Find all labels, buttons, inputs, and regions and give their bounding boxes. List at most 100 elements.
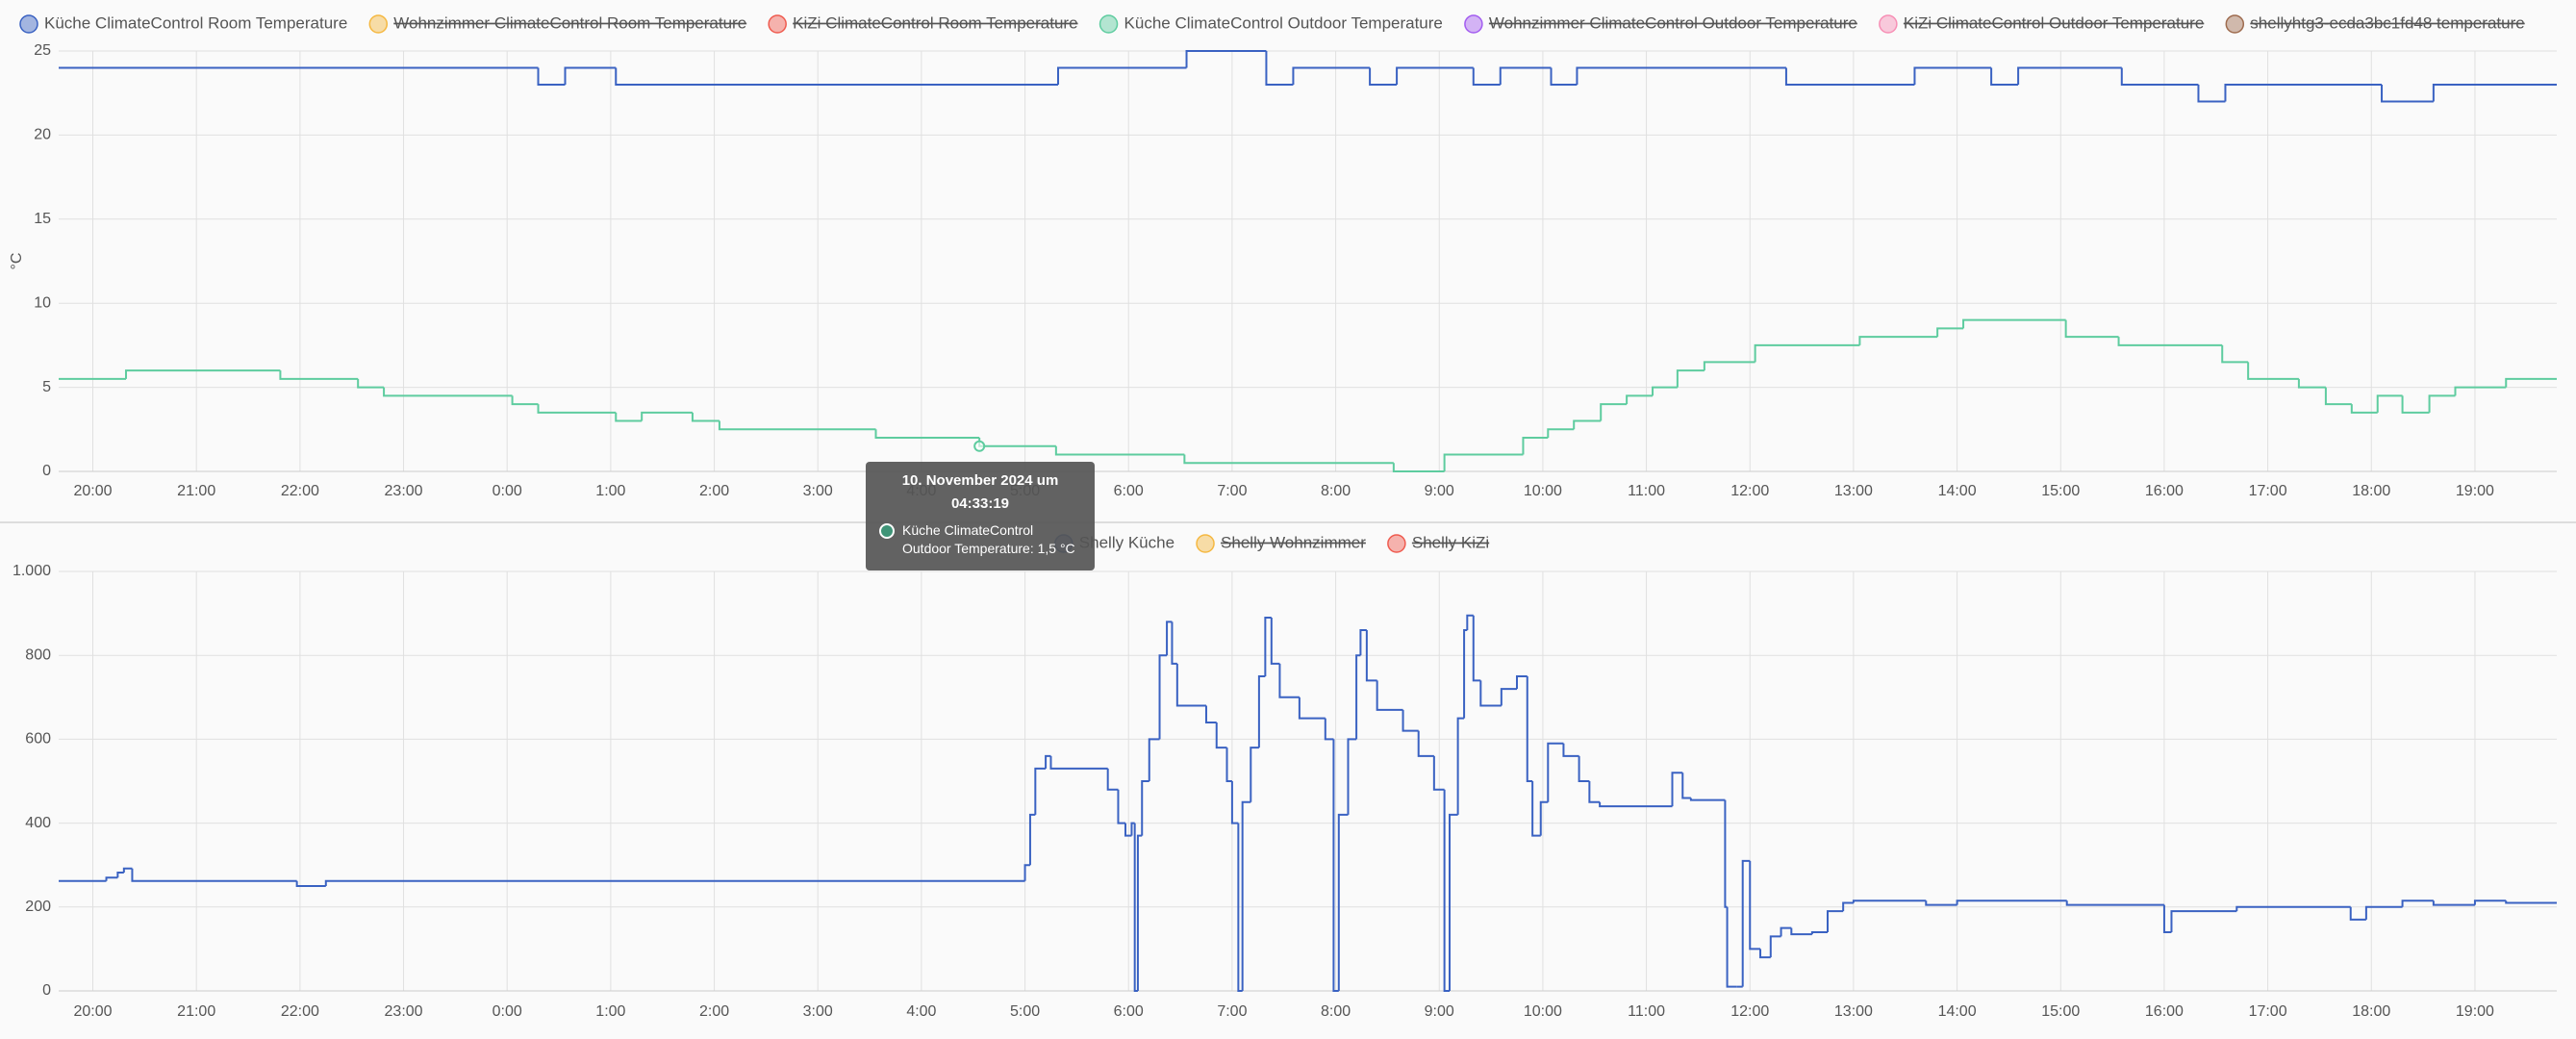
step-segment [1130, 822, 1135, 836]
step-segment [1472, 615, 1481, 682]
step-segment [1264, 616, 1272, 676]
step-segment [1681, 773, 1691, 799]
step-segment [1449, 813, 1458, 991]
x-tick-label: 18:00 [2352, 483, 2390, 499]
step-segment [2235, 905, 2351, 912]
x-tick-label: 8:00 [1321, 1003, 1351, 1020]
step-segment [511, 395, 539, 406]
step-segment [2401, 395, 2430, 414]
x-tick-label: 7:00 [1217, 1003, 1247, 1020]
step-segment [1827, 910, 1844, 932]
legend-item[interactable]: KiZi ClimateControl Room Temperature [768, 13, 1078, 34]
step-segment [2221, 344, 2249, 364]
x-tick-label: 13:00 [1834, 483, 1873, 499]
x-tick-label: 18:00 [2352, 1003, 2390, 1020]
step-segment [1049, 755, 1108, 770]
x-tick-label: 2:00 [699, 483, 729, 499]
step-segment [1106, 768, 1119, 791]
x-tick-label: 4:00 [906, 1003, 936, 1020]
step-segment [1463, 629, 1468, 719]
step-segment [1522, 437, 1549, 455]
step-segment [2017, 66, 2122, 85]
legend-item[interactable]: Wohnzimmer ClimateControl Room Temperatu… [368, 13, 746, 34]
x-tick-label: 3:00 [803, 1003, 833, 1020]
step-segment [1136, 834, 1143, 991]
legend-item[interactable]: Wohnzimmer ClimateControl Outdoor Temper… [1464, 13, 1857, 34]
step-segment [718, 420, 876, 431]
x-tick-label: 21:00 [177, 1003, 215, 1020]
y-axis-label: °C [9, 253, 25, 270]
step-segment [1547, 742, 1564, 802]
step-segment [1250, 747, 1259, 802]
step-segment [1355, 654, 1361, 740]
step-segment [1599, 801, 1673, 808]
step-segment [1117, 789, 1125, 824]
legend: Shelly Küche Shelly Wohnzimmer Shelly KiZi [1054, 533, 1489, 553]
step-segment [1278, 663, 1300, 698]
step-segment [1456, 717, 1465, 815]
x-tick-label: 17:00 [2249, 483, 2287, 499]
legend-swatch [1196, 534, 1215, 553]
step-segment [1124, 823, 1132, 837]
legend-label: Küche ClimateControl Outdoor Temperature [1124, 13, 1443, 32]
legend-item[interactable]: Shelly Wohnzimmer [1196, 533, 1366, 553]
x-tick-label: 5:00 [1010, 1003, 1040, 1020]
step-segment [2065, 900, 2164, 906]
legend-item[interactable]: Küche ClimateControl Room Temperature [19, 13, 347, 34]
x-tick-label: 0:00 [492, 483, 522, 499]
y-tick-label: 15 [34, 211, 51, 227]
step-segment [1936, 327, 1964, 338]
step-segment [2120, 67, 2199, 86]
step-segment [1175, 663, 1206, 707]
step-segment [1347, 738, 1357, 815]
step-segment [564, 66, 617, 85]
step-segment [2197, 84, 2226, 103]
step-segment [2432, 83, 2557, 102]
step-segment [1671, 772, 1683, 807]
step-segment [1550, 67, 1578, 86]
legend-item[interactable]: KiZi ClimateControl Outdoor Temperature [1879, 13, 2204, 34]
step-segment [1185, 50, 1267, 68]
step-segment [1337, 813, 1349, 991]
legend-swatch [368, 14, 389, 34]
legend: Küche ClimateControl Room Temperature Woh… [19, 13, 2525, 34]
step-segment [357, 378, 385, 389]
step-segment [1054, 445, 1185, 456]
step-segment [2162, 904, 2172, 933]
step-segment [2064, 319, 2119, 339]
x-tick-label: 15:00 [2041, 483, 2080, 499]
tooltip-row: Küche ClimateControl Outdoor Temperature… [879, 521, 1081, 558]
x-tick-label: 9:00 [1425, 1003, 1454, 1020]
step-segment [1241, 800, 1251, 991]
step-segment [2349, 906, 2366, 921]
step-segment [874, 429, 980, 440]
step-segment [1500, 688, 1517, 706]
x-tick-label: 10:00 [1524, 483, 1562, 499]
step-segment [122, 867, 133, 874]
step-segment [615, 67, 1059, 86]
step-segment [1215, 722, 1227, 749]
step-segment [1292, 66, 1371, 85]
tooltip: 10. November 2024 um 04:33:19 Küche Clim… [866, 462, 1095, 570]
step-segment [1479, 680, 1502, 707]
step-segment [1443, 453, 1524, 471]
x-tick-label: 3:00 [803, 483, 833, 499]
step-segment [2381, 84, 2434, 103]
legend-item[interactable]: Küche ClimateControl Outdoor Temperature [1099, 13, 1443, 34]
legend-swatch [19, 14, 38, 34]
step-segment [2170, 910, 2237, 932]
legend-item[interactable]: Shelly KiZi [1387, 533, 1489, 553]
y-tick-label: 10 [34, 294, 51, 311]
step-segment [1396, 66, 1474, 85]
step-segment [1515, 675, 1528, 690]
x-tick-label: 23:00 [385, 1003, 423, 1020]
step-segment [1230, 781, 1239, 824]
step-segment [2224, 83, 2383, 102]
step-segment [1166, 621, 1173, 656]
x-tick-label: 19:00 [2456, 483, 2494, 499]
step-segment [1600, 403, 1628, 421]
legend-item[interactable]: shellyhtg3-ecda3bc1fd48 temperature [2225, 13, 2525, 34]
step-segment [1925, 900, 1957, 906]
step-segment [691, 412, 720, 422]
x-tick-label: 12:00 [1730, 1003, 1769, 1020]
